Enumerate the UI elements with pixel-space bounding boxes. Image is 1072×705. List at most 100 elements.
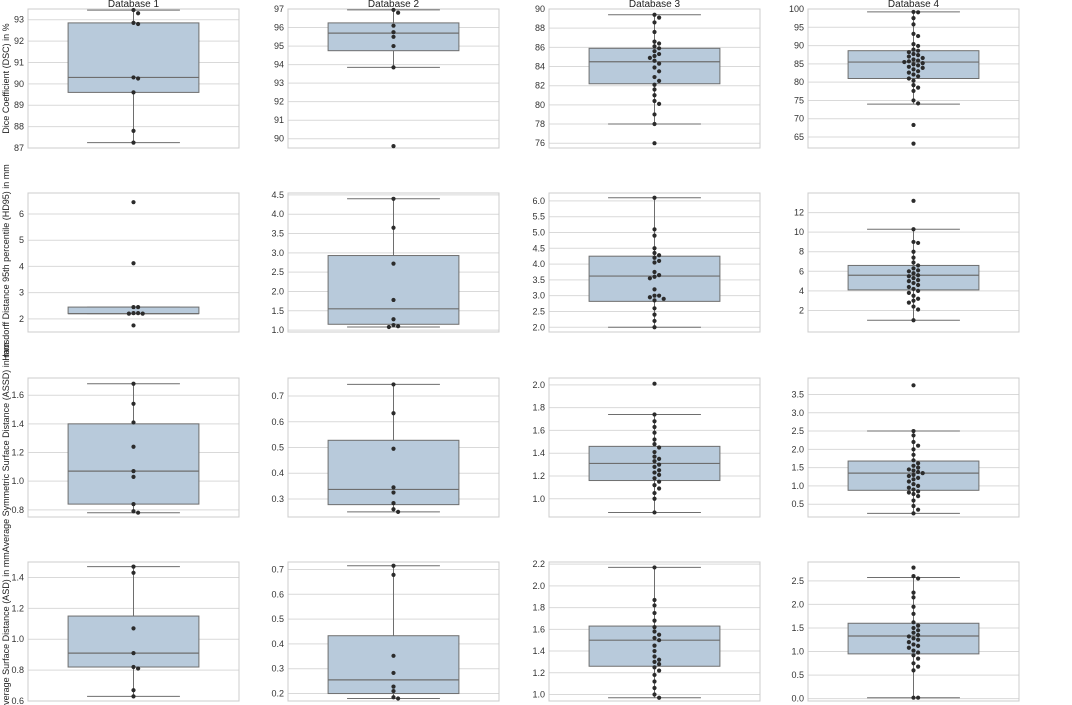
y-axis: 90 91 92 93 94 95 96 97: [274, 4, 284, 144]
y-tick-label: 95: [274, 41, 284, 51]
data-point: [657, 668, 662, 673]
y-tick-label: 2.0: [532, 380, 545, 390]
data-point: [657, 61, 662, 66]
data-point: [911, 447, 916, 452]
data-point: [652, 635, 657, 641]
data-point: [916, 10, 921, 15]
data-point: [657, 78, 662, 83]
y-tick-label: 6.0: [532, 196, 545, 206]
data-point: [916, 576, 921, 581]
data-point: [916, 637, 921, 642]
data-point: [911, 604, 916, 609]
data-point: [657, 46, 662, 51]
data-point: [911, 271, 916, 276]
data-point: [657, 472, 662, 477]
data-point: [131, 90, 136, 95]
data-point: [136, 21, 141, 27]
data-point: [652, 298, 657, 303]
data-point: [906, 76, 912, 81]
data-point: [916, 282, 921, 288]
data-point: [916, 74, 921, 79]
data-point: [911, 260, 916, 265]
y-tick-label: 0.3: [271, 664, 284, 674]
data-point: [911, 304, 916, 309]
data-point: [136, 510, 141, 515]
data-point: [911, 472, 916, 478]
boxplot-panel: 0.6 0.8 1.0 1.2 1.4: [11, 561, 240, 705]
data-point: [652, 227, 657, 232]
data-point: [916, 48, 921, 53]
data-point: [916, 307, 921, 312]
data-point: [916, 507, 921, 512]
boxplot-panel: 87 88 89 90 91 92 93: [14, 7, 240, 153]
y-tick-label: 2: [799, 305, 804, 315]
y-tick-label: 1.0: [791, 481, 804, 491]
data-point: [391, 322, 396, 328]
data-point: [906, 300, 912, 305]
data-point: [391, 688, 396, 694]
y-tick-label: 2.5: [791, 426, 804, 436]
data-point: [652, 565, 657, 570]
boxplot-panel: 65 70 75 80 85 90 95 100: [789, 4, 1020, 149]
data-point: [131, 469, 136, 474]
data-point: [920, 55, 925, 61]
data-point: [391, 411, 396, 416]
data-point: [916, 288, 921, 293]
y-tick-label: 0.5: [791, 670, 804, 680]
y-tick-label: 90: [274, 134, 284, 144]
data-point: [131, 7, 136, 13]
data-point: [916, 494, 921, 499]
data-point: [916, 489, 921, 494]
y-tick-label: 97: [274, 4, 284, 14]
panel-frame: [27, 377, 240, 518]
data-point: [652, 195, 657, 200]
data-point: [131, 626, 136, 631]
data-point: [136, 11, 141, 16]
data-point: [652, 39, 657, 44]
y-tick-label: 2: [19, 314, 24, 324]
data-point: [652, 12, 657, 17]
data-point: [131, 502, 136, 507]
y-tick-label: 1.4: [11, 419, 24, 429]
y-axis: 2.0 2.5 3.0 3.5 4.0 4.5 5.0 5.5 6.0: [532, 196, 545, 332]
boxplot-panel: 2.0 2.5 3.0 3.5 4.0 4.5 5.0 5.5 6.0: [532, 192, 761, 333]
boxplot-panel: 1.0 1.2 1.4 1.6 1.8 2.0: [532, 377, 761, 518]
data-point: [911, 625, 916, 631]
data-point: [652, 306, 657, 311]
data-point: [391, 23, 396, 28]
data-point: [911, 62, 916, 67]
y-tick-label: 4.5: [532, 243, 545, 253]
data-point: [131, 420, 136, 425]
data-point: [906, 485, 912, 490]
y-tick-label: 4.0: [532, 259, 545, 269]
y-tick-label: 1.4: [532, 448, 545, 458]
y-axis: 0.0 0.5 1.0 1.5 2.0 2.5: [791, 576, 804, 704]
data-point: [911, 16, 916, 21]
data-point: [652, 476, 657, 481]
data-point: [657, 462, 662, 467]
data-point: [906, 59, 912, 64]
data-point: [652, 93, 657, 98]
data-point: [391, 507, 396, 512]
data-point: [652, 648, 657, 654]
data-point: [391, 196, 396, 201]
y-axis: 0.2 0.3 0.4 0.5 0.6 0.7: [271, 564, 284, 698]
data-point: [652, 29, 657, 35]
panel-frame: [287, 561, 500, 702]
data-point: [136, 666, 141, 671]
y-tick-label: 2.0: [791, 599, 804, 609]
data-point: [131, 261, 136, 266]
y-tick-label: 4: [19, 261, 24, 271]
y-tick-label: 90: [794, 41, 804, 51]
data-point: [652, 141, 657, 146]
data-point: [916, 650, 921, 655]
data-point: [126, 311, 131, 316]
y-tick-label: 1.4: [11, 572, 24, 582]
y-tick-label: 2.0: [532, 581, 545, 591]
y-tick-label: 0.0: [791, 694, 804, 704]
data-point: [652, 625, 657, 630]
y-tick-label: 3.0: [791, 408, 804, 418]
data-point: [391, 684, 396, 689]
y-axis: 2 4 6 8 10 12: [794, 208, 804, 316]
data-point: [652, 672, 657, 678]
